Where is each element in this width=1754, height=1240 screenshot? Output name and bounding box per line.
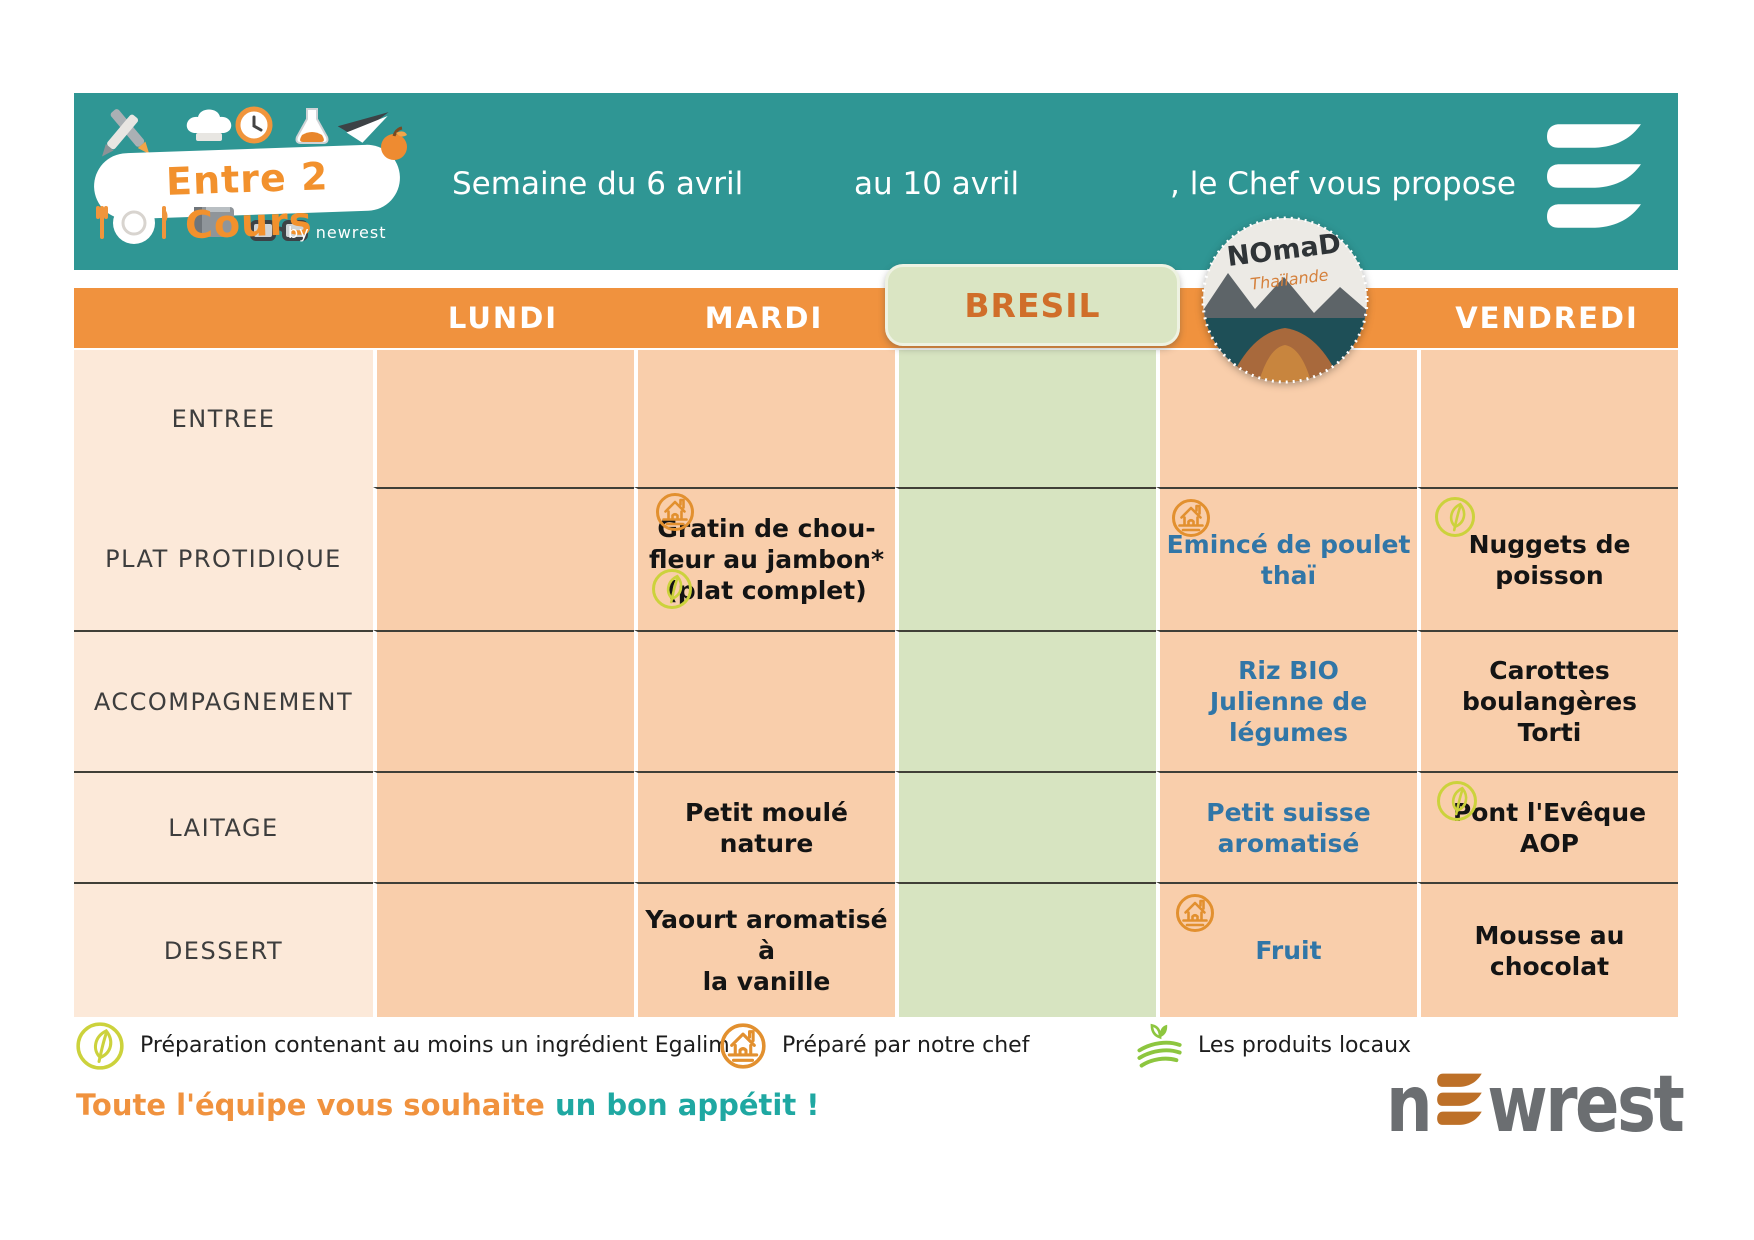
glasses-icon bbox=[250, 220, 308, 241]
brand-letter-n: n bbox=[1386, 1060, 1433, 1150]
dish-text: Mousse au chocolat bbox=[1474, 920, 1625, 981]
cell-accomp-mardi bbox=[634, 630, 895, 771]
bon-appetit-message: Toute l'équipe vous souhaite un bon appé… bbox=[76, 1088, 820, 1122]
chef-icon bbox=[718, 1021, 768, 1071]
nomad-sticker: NOmaD Thaïlande bbox=[1201, 216, 1369, 384]
local-products-icon bbox=[1134, 1021, 1184, 1071]
cell-accomp-lundi bbox=[373, 630, 634, 771]
cell-plat-mercredi bbox=[895, 487, 1156, 630]
legend-egalim-text: Préparation contenant au moins un ingréd… bbox=[140, 1033, 730, 1058]
logo-blob bbox=[94, 144, 400, 220]
cell-plat-lundi bbox=[373, 487, 634, 630]
chef-hat-icon bbox=[186, 109, 232, 141]
header-banner: Entre 2 Cours by newrest Semaine du 6 av… bbox=[74, 93, 1678, 270]
day-header-bar: LUNDI MARDI VENDREDI bbox=[74, 288, 1678, 348]
egalim-leaf-icon bbox=[1435, 779, 1479, 823]
clock-icon bbox=[235, 106, 273, 144]
egalim-leaf-icon bbox=[74, 1020, 126, 1072]
egalim-leaf-icon bbox=[1433, 495, 1477, 539]
dish-text: Riz BIO Julienne de légumes bbox=[1209, 656, 1368, 747]
dish-text: Carottes boulangères Torti bbox=[1461, 656, 1638, 747]
chef-icon bbox=[654, 491, 696, 533]
day-vendredi: VENDREDI bbox=[1455, 301, 1639, 335]
dish-text: Pont l'Evêque AOP bbox=[1452, 797, 1647, 858]
day-lundi: LUNDI bbox=[447, 301, 559, 335]
wish-teal-part: un bon appétit ! bbox=[554, 1088, 820, 1122]
dish-text: Nuggets de poisson bbox=[1468, 529, 1631, 590]
dish-text: Emincé de poulet thaï bbox=[1166, 529, 1411, 590]
cell-accomp-vendredi: Carottes boulangères Torti bbox=[1417, 630, 1678, 771]
legend-local-text: Les produits locaux bbox=[1198, 1033, 1412, 1058]
cell-accomp-mercredi bbox=[895, 630, 1156, 771]
chef-icon bbox=[1174, 892, 1216, 934]
row-label-plat-protidique: PLAT PROTIDIQUE bbox=[74, 487, 373, 630]
row-label-accompagnement: ACCOMPAGNEMENT bbox=[74, 630, 373, 771]
theme-badge-bresil: BRESIL bbox=[885, 264, 1180, 346]
book-icon bbox=[194, 207, 234, 237]
menu-table: ENTREE PLAT PROTIDIQUE Gratin de chou- f… bbox=[74, 350, 1678, 1017]
dish-text: Petit moulé nature bbox=[684, 797, 848, 858]
cell-entree-mercredi bbox=[895, 350, 1156, 487]
cell-laitage-lundi bbox=[373, 771, 634, 882]
legend-chef-text: Préparé par notre chef bbox=[782, 1033, 1030, 1058]
cell-dessert-vendredi: Mousse au chocolat bbox=[1417, 882, 1678, 1017]
chef-icon bbox=[1170, 497, 1212, 539]
legend-local: Les produits locaux bbox=[1134, 1020, 1411, 1072]
dish-text: Yaourt aromatisé à la vanille bbox=[645, 905, 888, 996]
flask-icon bbox=[295, 108, 329, 144]
week-range-start: Semaine du 6 avril bbox=[452, 166, 744, 202]
cell-entree-lundi bbox=[373, 350, 634, 487]
day-mardi: MARDI bbox=[704, 301, 824, 335]
newrest-bars-icon bbox=[1434, 1073, 1484, 1130]
legend-chef: Préparé par notre chef bbox=[718, 1020, 1029, 1072]
cell-plat-jeudi: Emincé de poulet thaï bbox=[1156, 487, 1417, 630]
logo-byline: by newrest bbox=[288, 223, 387, 242]
cell-dessert-jeudi: Fruit bbox=[1156, 882, 1417, 1017]
knife-icon bbox=[102, 114, 139, 157]
theme-badge-label: BRESIL bbox=[964, 285, 1101, 325]
cell-plat-vendredi: Nuggets de poisson bbox=[1417, 487, 1678, 630]
week-range-end: au 10 avril bbox=[854, 166, 1020, 202]
row-label-laitage: LAITAGE bbox=[74, 771, 373, 882]
cell-dessert-mercredi bbox=[895, 882, 1156, 1017]
brand-letters-wrest: wrest bbox=[1487, 1060, 1685, 1150]
cell-laitage-mercredi bbox=[895, 771, 1156, 882]
cell-plat-mardi: Gratin de chou- fleur au jambon* (plat c… bbox=[634, 487, 895, 630]
dish-text: Fruit bbox=[1255, 936, 1322, 965]
cell-laitage-jeudi: Petit suisse aromatisé bbox=[1156, 771, 1417, 882]
legend-egalim: Préparation contenant au moins un ingréd… bbox=[74, 1020, 730, 1072]
newrest-logo: n wrest bbox=[1386, 1060, 1685, 1150]
cell-entree-vendredi bbox=[1417, 350, 1678, 487]
cell-dessert-mardi: Yaourt aromatisé à la vanille bbox=[634, 882, 895, 1017]
paper-plane-icon bbox=[337, 112, 389, 143]
row-label-entree: ENTREE bbox=[74, 350, 373, 487]
dish-text: Petit suisse aromatisé bbox=[1206, 797, 1371, 858]
cell-entree-mardi bbox=[634, 350, 895, 487]
cell-laitage-vendredi: Pont l'Evêque AOP bbox=[1417, 771, 1678, 882]
newrest-mark-icon bbox=[1546, 123, 1646, 243]
apple-icon bbox=[381, 126, 407, 160]
row-label-dessert: DESSERT bbox=[74, 882, 373, 1017]
wish-orange-part: Toute l'équipe vous souhaite bbox=[76, 1088, 545, 1122]
dish-text: Gratin de chou- fleur au jambon* (plat c… bbox=[648, 514, 885, 605]
cell-dessert-lundi bbox=[373, 882, 634, 1017]
logo-decoration-icons bbox=[94, 106, 407, 244]
entre-2-cours-logo: Entre 2 Cours by newrest bbox=[92, 101, 422, 261]
chef-propose-text: , le Chef vous propose bbox=[1170, 166, 1516, 202]
egalim-leaf-icon bbox=[650, 567, 694, 611]
cell-laitage-mardi: Petit moulé nature bbox=[634, 771, 895, 882]
plate-fork-knife-icon bbox=[96, 202, 168, 244]
cell-accomp-jeudi: Riz BIO Julienne de légumes bbox=[1156, 630, 1417, 771]
